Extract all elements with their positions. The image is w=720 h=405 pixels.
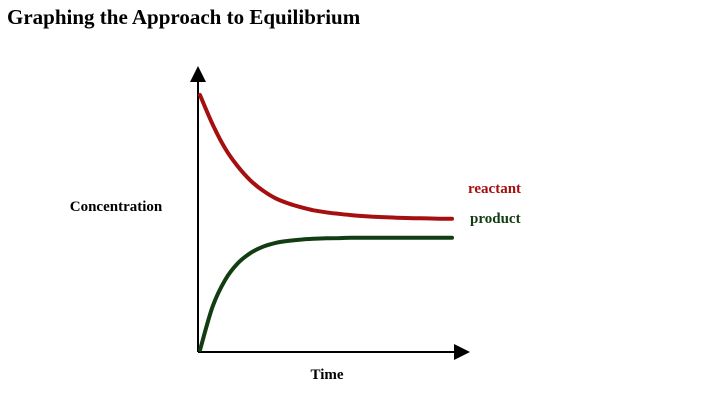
series-line-product [198, 235, 454, 352]
x-axis-label: Time [310, 367, 343, 383]
series-label-product: product [470, 211, 521, 227]
series-layer [198, 93, 454, 352]
page-title: Graphing the Approach to Equilibrium [7, 5, 361, 29]
y-axis-label: Concentration [70, 199, 163, 215]
series-line-reactant [198, 93, 454, 221]
series-label-reactant: reactant [468, 181, 521, 197]
